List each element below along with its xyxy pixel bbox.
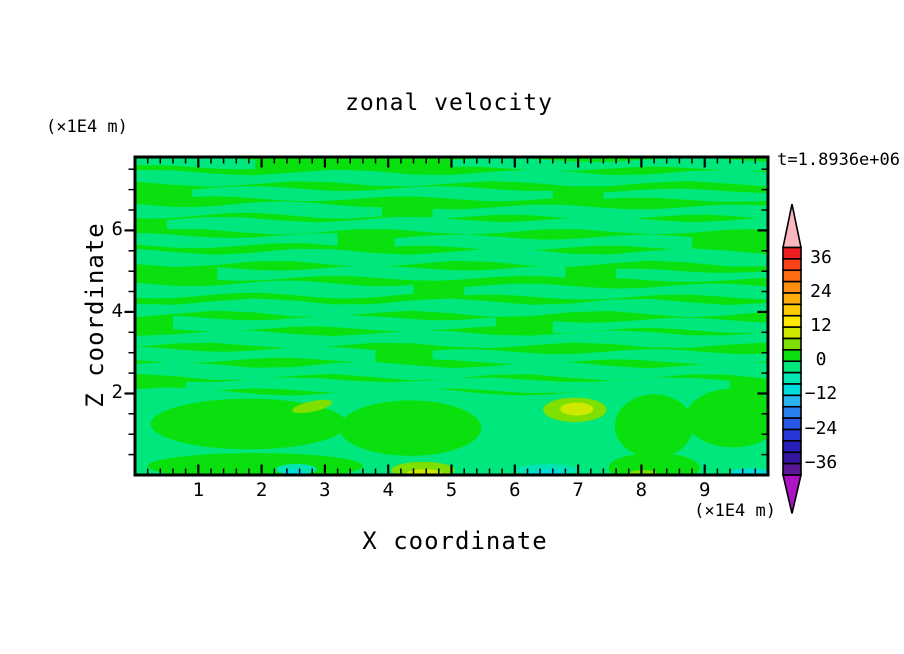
contour-blob: [560, 402, 594, 416]
contour-streak: [552, 317, 768, 333]
x-axis-title: X coordinate: [362, 527, 548, 555]
contour-blob: [292, 399, 333, 414]
colorbar-cell: [782, 303, 802, 317]
contour-streak: [135, 346, 376, 363]
z-tick-label: 4: [111, 299, 123, 322]
x-axis-unit-label: (×1E4 m): [694, 501, 776, 521]
contour-streak: [135, 298, 768, 318]
x-tick-label: 6: [509, 479, 521, 501]
colorbar-cell: [782, 314, 802, 328]
z-tick-label: 2: [111, 381, 123, 404]
colorbar-tick-label: 24: [810, 281, 832, 302]
contour-streak: [192, 186, 553, 202]
colorbar-cell: [782, 383, 802, 397]
colorbar-cell: [782, 326, 802, 340]
contour-streak: [173, 315, 496, 332]
colorbar-cell: [782, 349, 802, 363]
colorbar-cell: [782, 360, 802, 374]
contour-streak: [135, 248, 768, 268]
contour-streak: [217, 265, 566, 281]
contour-streak: [135, 201, 382, 219]
colorbar-over-arrow: [782, 203, 802, 249]
contour-streak: [135, 233, 338, 249]
x-tick-label: 1: [192, 479, 205, 501]
x-tick-label: 4: [382, 479, 394, 501]
contour-streak: [432, 349, 768, 365]
plot-frame: [124, 155, 770, 477]
contour-blob: [614, 394, 694, 458]
colorbar-tick-label: −12: [804, 383, 838, 405]
colorbar-cell: [782, 371, 802, 385]
x-tick-label: 8: [635, 479, 648, 501]
colorbar-cell: [782, 405, 802, 419]
contour-blob: [685, 388, 768, 448]
colorbar-cell: [782, 246, 802, 260]
colorbar-tick-label: 12: [810, 315, 832, 337]
colorbar-cell: [782, 258, 802, 272]
plot-border: [133, 155, 770, 477]
colorbar-cell: [782, 292, 802, 306]
x-tick-label: 2: [255, 479, 268, 501]
contour-streak: [603, 188, 768, 202]
z-tick-label: 6: [111, 218, 123, 241]
colorbar: [781, 203, 803, 514]
contour-blob: [339, 400, 482, 456]
colorbar-under-arrow: [781, 474, 803, 514]
colorbar-cell: [782, 394, 802, 408]
colorbar-cell: [782, 280, 802, 294]
contour-streak: [464, 283, 768, 300]
contour-streak: [451, 157, 768, 171]
colorbar-tick-label: 0: [815, 349, 827, 371]
contour-streak: [166, 217, 768, 235]
contour-streak: [432, 204, 768, 220]
colorbar-cell: [782, 417, 802, 431]
contour-streak: [185, 377, 731, 394]
x-tick-label: 9: [698, 479, 711, 501]
contour-streak: [135, 157, 256, 170]
contour-blob: [730, 468, 768, 475]
colorbar-cell: [782, 428, 802, 442]
colorbar-cell: [782, 440, 802, 454]
colorbar-tick-label: 36: [810, 246, 832, 268]
contour-blob: [608, 453, 700, 475]
x-tick-label: 7: [572, 479, 584, 501]
x-tick-label: 3: [319, 479, 331, 501]
colorbar-tick-label: −24: [804, 417, 838, 439]
y-axis-unit-label: (×1E4 m): [46, 117, 128, 137]
time-label: t=1.8936e+06: [777, 150, 900, 170]
plot-title: zonal velocity: [345, 90, 553, 116]
colorbar-tick-label: −36: [804, 451, 838, 473]
contour-streak: [394, 234, 692, 251]
contour-streak: [616, 268, 768, 282]
x-tick-label: 5: [445, 479, 458, 501]
colorbar-cell: [782, 337, 802, 351]
contour-streak: [135, 280, 414, 299]
colorbar-cell: [782, 451, 802, 465]
contour-streak: [135, 330, 768, 349]
contour-field: [135, 157, 768, 475]
colorbar-cell: [782, 462, 802, 476]
contour-streak: [135, 169, 768, 187]
contour-streak: [135, 361, 768, 381]
colorbar-cell: [782, 269, 802, 283]
